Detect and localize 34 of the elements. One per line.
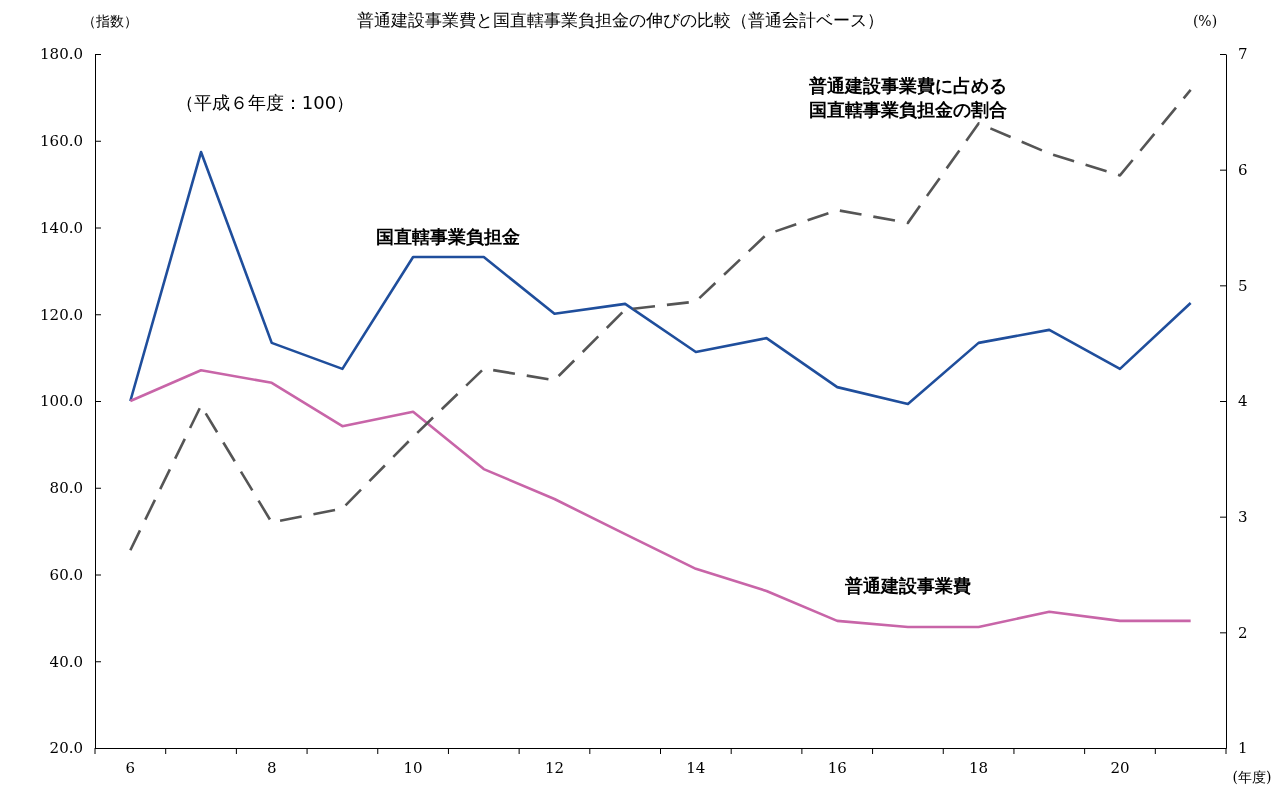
x-axis-title: (年度) — [1232, 769, 1272, 785]
y-tick-label: 140.0 — [40, 218, 83, 237]
series-label: 普通建設事業費に占める国直轄事業負担金の割合 — [807, 75, 1007, 120]
y2-tick-label: 6 — [1238, 160, 1248, 179]
x-tick-label: 8 — [266, 758, 277, 777]
y2-axis-title: (%) — [1192, 13, 1218, 29]
line-series — [129, 368, 1192, 629]
y2-tick-label: 5 — [1238, 276, 1248, 295]
x-tick-label: 6 — [125, 758, 136, 777]
series-label: 国直轄事業負担金 — [376, 226, 521, 247]
chart-title: 普通建設事業費と国直轄事業負担金の伸びの比較（普通会計ベース） — [356, 10, 884, 30]
y-tick-label: 100.0 — [40, 392, 83, 411]
line-series — [129, 150, 1192, 406]
x-tick-label: 18 — [969, 758, 989, 777]
x-tick-label: 10 — [403, 758, 423, 777]
y-tick-label: 60.0 — [49, 565, 83, 584]
y-tick-label: 180.0 — [40, 45, 83, 64]
annotation: （平成６年度：100） — [175, 92, 355, 113]
y2-tick-label: 1 — [1238, 739, 1248, 758]
x-tick-label: 20 — [1110, 758, 1130, 777]
series-label: 普通建設事業費 — [843, 575, 971, 596]
x-tick-label: 16 — [827, 758, 847, 777]
y2-tick-label: 4 — [1238, 392, 1248, 411]
y-tick-label: 80.0 — [49, 479, 83, 498]
y2-tick-label: 7 — [1238, 45, 1248, 64]
y-tick-label: 160.0 — [40, 132, 83, 151]
y2-tick-label: 2 — [1238, 623, 1248, 642]
y-tick-label: 120.0 — [40, 305, 83, 324]
y-axis-title: （指数） — [82, 13, 138, 29]
y-tick-label: 20.0 — [49, 739, 83, 758]
y-tick-label: 40.0 — [49, 652, 83, 671]
x-tick-label: 14 — [686, 758, 706, 777]
x-tick-label: 12 — [544, 758, 565, 777]
y2-tick-label: 3 — [1238, 507, 1248, 526]
